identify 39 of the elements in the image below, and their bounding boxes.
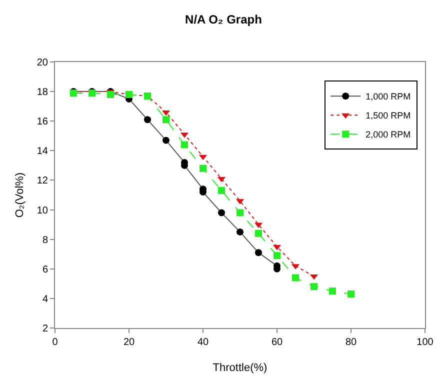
- y-tick-label: 18: [36, 87, 48, 98]
- y-tick-label: 8: [42, 234, 48, 246]
- x-tick-label: 100: [416, 337, 434, 348]
- point: [107, 91, 114, 98]
- y-tick-label: 10: [36, 205, 48, 216]
- x-tick-label: 80: [345, 337, 357, 348]
- point: [162, 136, 170, 144]
- legend-label: 1,500 RPM: [366, 110, 411, 121]
- y-tick-label: 16: [36, 116, 48, 128]
- y-tick-label: 4: [42, 294, 48, 305]
- point: [255, 230, 262, 237]
- point: [292, 274, 299, 282]
- y-tick-label: 14: [36, 146, 48, 158]
- point: [144, 116, 151, 124]
- point: [236, 209, 244, 216]
- point: [236, 228, 244, 236]
- legend-label: 1,000 RPM: [366, 92, 411, 102]
- x-tick-label: 0: [52, 337, 58, 348]
- x-tick-label: 60: [271, 337, 283, 348]
- point: [310, 283, 318, 290]
- x-tick-label: 40: [197, 337, 209, 348]
- point: [200, 164, 206, 172]
- y-tick-label: 12: [36, 176, 48, 187]
- y-tick-label: 20: [36, 58, 48, 68]
- legend-label: 2,000 RPM: [366, 130, 411, 140]
- x-tick-label: 20: [123, 337, 135, 348]
- point: [218, 209, 225, 216]
- point: [181, 141, 188, 148]
- chart-title: N/A O₂ Graph: [185, 12, 262, 27]
- point: [329, 288, 336, 295]
- point: [218, 187, 225, 194]
- y-axis-title: O₂(Vol%): [14, 172, 26, 218]
- y-tick-label: 2: [42, 324, 48, 334]
- point: [162, 116, 170, 124]
- y-tick-label: 6: [42, 264, 48, 276]
- point: [274, 252, 280, 260]
- x-axis-title: Throttle(%): [212, 362, 268, 374]
- point: [255, 249, 262, 256]
- point: [348, 290, 354, 298]
